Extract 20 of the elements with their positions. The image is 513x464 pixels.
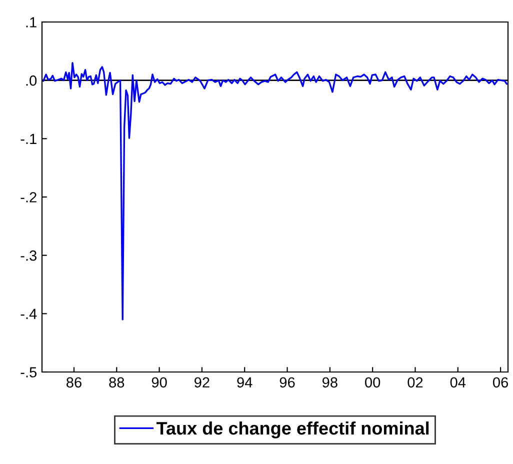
line-series bbox=[42, 62, 508, 320]
x-tick-label: 86 bbox=[66, 377, 82, 388]
x-tick-label: 90 bbox=[152, 377, 167, 388]
y-tick-label: -.1 bbox=[20, 134, 36, 144]
y-tick-label: -.5 bbox=[20, 367, 37, 378]
x-tick-label: 02 bbox=[408, 377, 423, 388]
x-tick-label: 88 bbox=[109, 377, 124, 388]
x-tick-label: 06 bbox=[492, 377, 508, 388]
y-tick-label: -.3 bbox=[20, 250, 36, 261]
x-tick-label: 94 bbox=[237, 377, 252, 388]
y-tick-label: .1 bbox=[26, 17, 36, 28]
x-tick-label: 96 bbox=[280, 377, 295, 388]
x-tick-label: 00 bbox=[365, 377, 380, 388]
y-tick-label: -.4 bbox=[20, 308, 37, 319]
y-tick-label: .0 bbox=[26, 75, 37, 86]
legend-label: Taux de change effectif nominal bbox=[156, 421, 429, 438]
x-tick-label: 98 bbox=[322, 377, 338, 388]
x-tick-label: 04 bbox=[450, 377, 466, 388]
x-tick-label: 92 bbox=[194, 377, 210, 388]
y-tick-label: -.2 bbox=[20, 192, 36, 202]
